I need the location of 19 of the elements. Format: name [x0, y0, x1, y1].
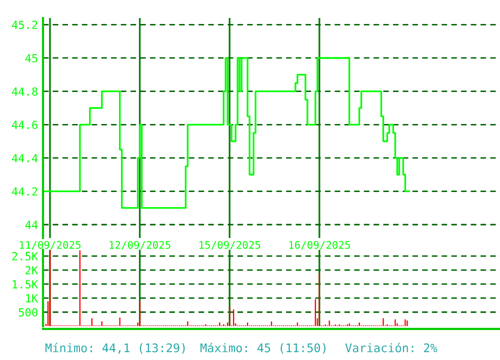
y-tick-label: 44.6 — [12, 120, 38, 130]
y-tick-label: 44.4 — [12, 154, 38, 162]
text: Máximo: 45 (11:50) — [200, 342, 326, 354]
y-tick-label: 2.5K — [12, 252, 38, 260]
y-tick-label: 1K — [26, 294, 38, 302]
x-tick-label: 11/09/2025 — [20, 240, 81, 250]
y-tick-label: 44.8 — [12, 87, 38, 96]
y-tick-label: 44 — [25, 220, 38, 229]
y-tick-label: 500 — [18, 308, 38, 317]
y-tick-label: 1.5K — [12, 280, 38, 288]
x-tick-label: 16/09/2025 — [289, 240, 350, 250]
text: Mínimo: 44,1 (13:29) — [45, 342, 185, 354]
y-tick-label: 45 — [25, 54, 38, 62]
y-tick-label: 45.2 — [12, 20, 38, 30]
y-tick-label: 2K — [26, 266, 38, 274]
x-tick-label: 15/09/2025 — [199, 240, 260, 250]
text: Variación: 2% — [345, 342, 438, 352]
x-tick-label: 12/09/2025 — [110, 240, 170, 250]
y-tick-label: 44.2 — [12, 187, 38, 196]
